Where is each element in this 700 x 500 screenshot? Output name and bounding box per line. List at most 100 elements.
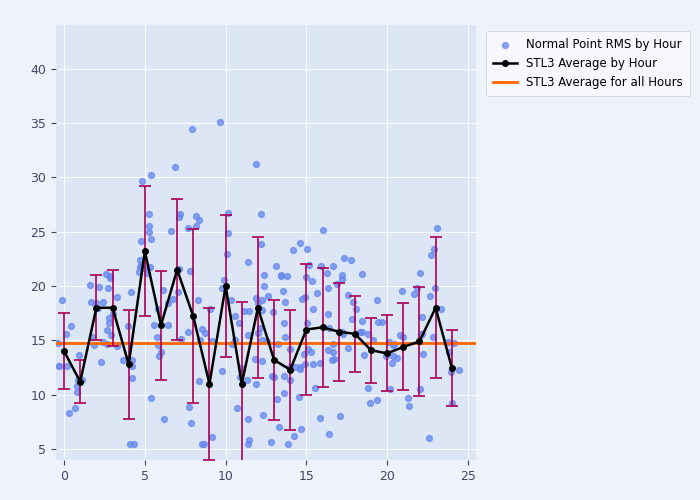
Point <box>62 362 73 370</box>
Point <box>184 267 195 275</box>
Point <box>193 296 204 304</box>
Point <box>257 336 268 344</box>
Point <box>323 324 335 332</box>
Point <box>233 320 244 328</box>
Point <box>194 336 205 344</box>
Point <box>356 270 368 278</box>
Point <box>416 312 428 320</box>
Point <box>146 394 157 402</box>
Point <box>182 224 193 232</box>
Point <box>216 366 228 374</box>
Point <box>162 299 174 307</box>
Point <box>278 372 289 380</box>
Point <box>278 390 289 398</box>
Point <box>302 318 313 326</box>
Point <box>169 163 181 171</box>
Point <box>408 290 419 298</box>
Point <box>444 348 455 356</box>
Point <box>145 171 156 179</box>
Point <box>284 376 295 384</box>
Point <box>86 333 97 341</box>
Point <box>279 298 290 306</box>
Point <box>206 433 218 441</box>
Point <box>145 263 156 271</box>
Point <box>323 284 334 292</box>
Point <box>294 393 305 401</box>
Point <box>307 277 318 285</box>
Point <box>218 276 230 284</box>
Point <box>102 340 113 347</box>
Point <box>425 292 436 300</box>
Point <box>295 365 306 373</box>
Point <box>166 226 177 234</box>
Point <box>190 222 201 230</box>
Point <box>234 374 246 382</box>
Point <box>279 320 290 328</box>
Point <box>258 282 270 290</box>
Point <box>328 348 339 356</box>
Point <box>328 262 339 270</box>
Point <box>193 376 204 384</box>
Point <box>183 328 194 336</box>
Point <box>288 246 299 254</box>
Point <box>242 330 253 338</box>
Point <box>253 328 264 336</box>
Point <box>230 312 241 320</box>
Point <box>153 340 164 348</box>
Point <box>356 316 368 324</box>
Point <box>266 372 277 380</box>
Point <box>125 288 136 296</box>
Point <box>303 345 314 353</box>
Point <box>175 210 186 218</box>
Point <box>197 325 208 333</box>
Point <box>257 358 268 366</box>
Point <box>243 416 254 424</box>
Point <box>197 440 208 448</box>
Point <box>158 414 169 422</box>
Point <box>327 340 338 348</box>
Point <box>255 324 266 332</box>
Point <box>124 440 135 448</box>
Point <box>85 298 96 306</box>
Point <box>73 376 84 384</box>
Point <box>403 402 414 410</box>
Point <box>241 376 253 384</box>
Point <box>60 330 71 338</box>
Point <box>190 212 202 220</box>
Point <box>300 272 312 280</box>
Point <box>256 210 267 218</box>
Point <box>258 411 269 419</box>
Point <box>442 338 454 346</box>
Point <box>225 296 237 304</box>
Point <box>347 298 358 306</box>
Point <box>278 288 289 296</box>
Point <box>112 293 123 301</box>
Point <box>362 330 373 338</box>
Point <box>252 299 263 307</box>
Point <box>92 304 104 312</box>
Point <box>367 336 378 344</box>
Point <box>157 286 168 294</box>
Point <box>414 384 426 392</box>
Legend: Normal Point RMS by Hour, STL3 Average by Hour, STL3 Average for all Hours: Normal Point RMS by Hour, STL3 Average b… <box>486 31 690 96</box>
Point <box>183 403 194 411</box>
Point <box>299 294 310 302</box>
Point <box>194 216 205 224</box>
Point <box>186 124 197 132</box>
Point <box>412 284 423 292</box>
Point <box>152 333 163 341</box>
Point <box>141 269 153 277</box>
Point <box>371 296 382 304</box>
Point <box>336 275 347 283</box>
Point <box>383 338 394 346</box>
Point <box>428 245 440 253</box>
Point <box>76 376 88 384</box>
Point <box>243 436 254 444</box>
Point <box>342 344 354 352</box>
Point <box>229 336 240 344</box>
Point <box>222 229 233 237</box>
Point <box>65 322 76 330</box>
Point <box>136 176 148 184</box>
Point <box>311 290 322 298</box>
Point <box>126 374 137 382</box>
